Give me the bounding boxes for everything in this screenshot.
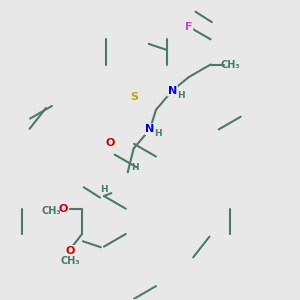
Text: CH₃: CH₃	[60, 256, 80, 266]
Text: H: H	[100, 185, 108, 194]
Text: N: N	[168, 85, 177, 96]
Text: CH₃: CH₃	[42, 206, 62, 216]
Text: CH₃: CH₃	[221, 59, 241, 70]
Text: O: O	[59, 204, 68, 214]
Text: N: N	[146, 124, 154, 134]
Text: F: F	[185, 22, 192, 32]
Text: H: H	[154, 129, 162, 138]
Text: S: S	[130, 92, 138, 101]
Text: H: H	[177, 91, 184, 100]
Text: O: O	[65, 246, 75, 256]
Text: O: O	[106, 138, 115, 148]
Text: H: H	[131, 163, 139, 172]
